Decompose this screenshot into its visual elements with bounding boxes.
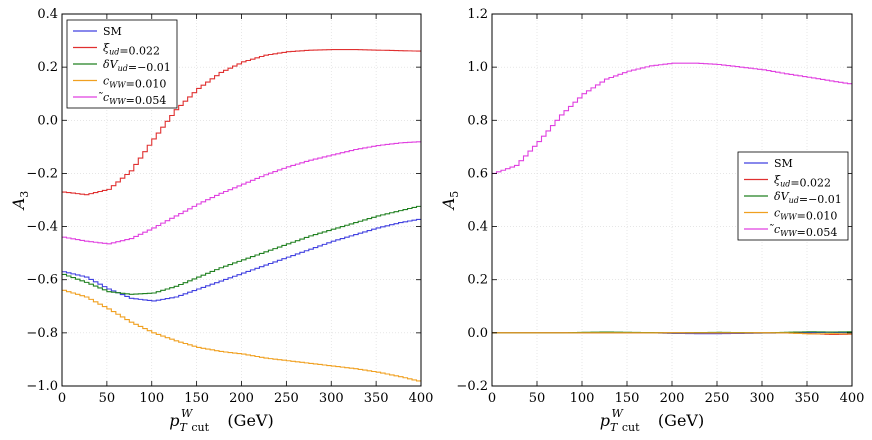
series-line-2 (62, 205, 421, 295)
y-tick-label: 0.0 (467, 326, 488, 341)
x-tick-label: 200 (660, 391, 685, 406)
y-tick-label: 0.6 (467, 166, 488, 181)
legend-label-3: cWW=0.010 (103, 75, 166, 91)
x-tick-label: 0 (488, 391, 496, 406)
y-tick-label: 0.4 (467, 220, 488, 235)
series-line-0 (62, 218, 421, 302)
series-line-4 (492, 62, 852, 174)
x-tick-label: 100 (570, 391, 595, 406)
x-tick-label: 0 (58, 391, 66, 406)
panel-a5: 0 50 100 150 200 250 300 350 400 −0.2 0.0 0.2 0.4 0.6… (439, 7, 864, 434)
x-tick-label: 150 (615, 391, 640, 406)
x-tick-label: 200 (229, 391, 254, 406)
y-tick-label: 0.2 (37, 60, 58, 75)
legend-label-1: ξud=0.022 (774, 174, 831, 190)
series-line-4 (62, 141, 421, 245)
y-axis-label: A5 (439, 191, 461, 212)
legend-label-2: δVud=−0.01 (103, 58, 171, 74)
y-axis-label: A3 (9, 191, 31, 212)
series-line-3 (492, 332, 852, 335)
y-tick-label: 0.0 (37, 113, 58, 128)
x-tick-label: 350 (795, 391, 820, 406)
y-tick-label: 1.2 (467, 7, 488, 22)
x-tick-label: 300 (750, 391, 775, 406)
y-tick-label: −0.2 (456, 379, 488, 394)
x-axis-label: pT cutW (GeV) (600, 407, 704, 434)
y-tick-label: 0.2 (467, 273, 488, 288)
x-tick-label: 250 (705, 391, 730, 406)
y-tick-label: −0.2 (26, 166, 58, 181)
y-tick-label: −1.0 (26, 379, 58, 394)
series-line-3 (62, 289, 421, 382)
x-tick-label: 250 (274, 391, 299, 406)
y-tick-label: 1.0 (467, 60, 488, 75)
x-tick-label: 300 (319, 391, 344, 406)
y-tick-label: −0.8 (26, 326, 58, 341)
y-tick-label: 0.8 (467, 113, 488, 128)
legend-label-3: cWW=0.010 (774, 207, 837, 223)
x-tick-label: 400 (409, 391, 434, 406)
x-tick-label: 50 (529, 391, 546, 406)
x-axis-label: pT cutW (GeV) (169, 407, 273, 434)
x-tick-label: 100 (139, 391, 164, 406)
legend-label-0: SM (103, 25, 122, 38)
series-line-1 (62, 49, 421, 196)
y-tick-label: −0.4 (26, 220, 58, 235)
legend-label-4: ̃cWW=0.054 (98, 91, 166, 107)
x-tick-label: 50 (99, 391, 116, 406)
y-tick-label: 0.4 (37, 7, 58, 22)
x-tick-label: 350 (364, 391, 389, 406)
x-tick-label: 400 (840, 391, 865, 406)
y-tick-label: −0.6 (26, 273, 58, 288)
legend-label-2: δVud=−0.01 (774, 190, 842, 206)
legend-label-0: SM (774, 157, 793, 170)
legend-label-1: ξud=0.022 (103, 42, 160, 58)
x-tick-label: 150 (184, 391, 209, 406)
legend-label-4: ̃cWW=0.054 (769, 223, 837, 239)
panel-a3: 0 50 100 150 200 250 300 350 400 −1.0 −0.8 −0.6 −0.4… (9, 7, 433, 434)
